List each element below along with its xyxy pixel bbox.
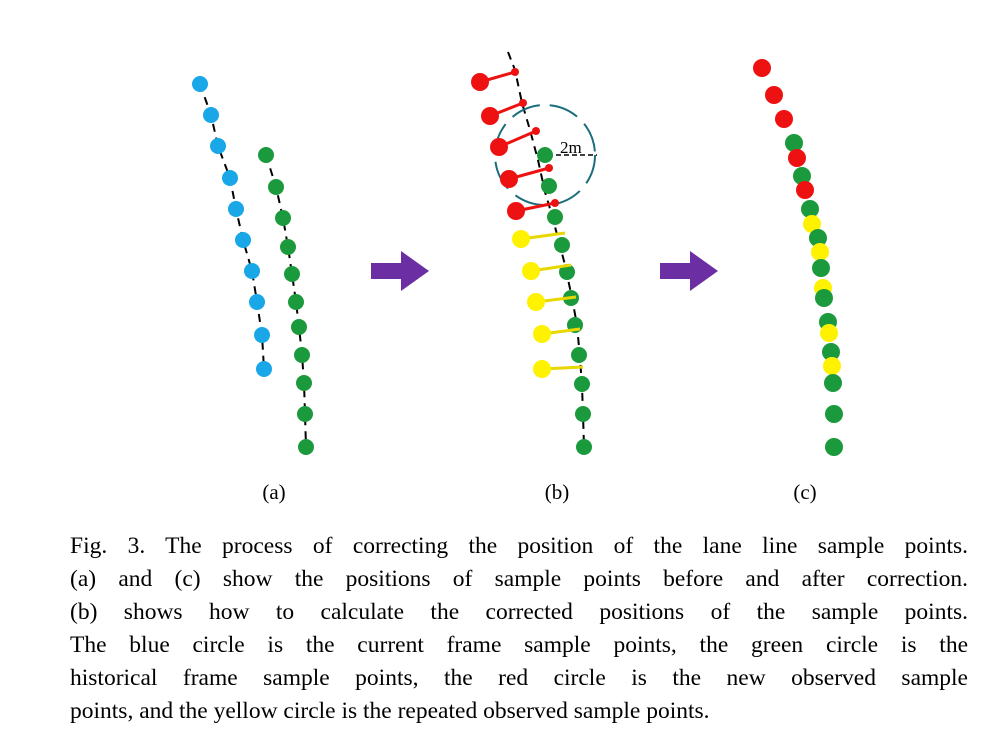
repeated-observed-point	[823, 357, 841, 375]
historical-sample-point	[291, 319, 307, 335]
caption-line: The blue circle is the current frame sam…	[70, 632, 968, 658]
new-observed-point	[500, 170, 518, 188]
caption-line: historical frame sample points, the red …	[70, 665, 968, 691]
repeated-observed-point	[533, 360, 551, 378]
historical-sample-point	[541, 178, 557, 194]
current-sample-point	[203, 107, 219, 123]
current-sample-point	[235, 232, 251, 248]
lane-reference-line	[507, 51, 585, 448]
historical-sample-point	[822, 343, 840, 361]
process-arrow	[660, 251, 718, 291]
current-sample-point	[210, 138, 226, 154]
panel-c-diagram	[753, 59, 843, 456]
repeated-observed-point	[803, 215, 821, 233]
repeated-observed-point	[512, 230, 530, 248]
historical-sample-point	[294, 347, 310, 363]
historical-sample-point	[288, 294, 304, 310]
caption-line: points, and the yellow circle is the rep…	[70, 698, 710, 724]
historical-sample-point	[574, 376, 590, 392]
new-observed-projection	[545, 164, 553, 172]
caption-line: Fig. 3. The process of correcting the po…	[70, 533, 968, 559]
caption-line: (b) shows how to calculate the corrected…	[70, 599, 968, 625]
new-observed-point	[507, 202, 525, 220]
historical-sample-point	[280, 239, 296, 255]
historical-sample-point	[537, 147, 553, 163]
current-sample-point	[256, 361, 272, 377]
historical-sample-point	[547, 209, 563, 225]
search-radius-circle	[494, 104, 596, 206]
figure-caption: Fig. 3. The process of correcting the po…	[70, 530, 968, 728]
historical-sample-point	[812, 259, 830, 277]
current-frame-line	[199, 83, 265, 370]
repeated-observed-point	[522, 262, 540, 280]
radius-label: 2m	[560, 138, 582, 157]
panel-b-diagram	[471, 51, 597, 455]
current-sample-point	[254, 327, 270, 343]
new-observed-point	[481, 107, 499, 125]
historical-sample-point	[296, 375, 312, 391]
historical-frame-line	[265, 154, 307, 448]
new-observed-projection	[551, 199, 559, 207]
process-arrow	[371, 251, 429, 291]
new-observed-point	[490, 138, 508, 156]
panel-label-b: (b)	[544, 480, 570, 504]
repeated-observed-point	[527, 293, 545, 311]
new-observed-projection	[511, 68, 519, 76]
current-sample-point	[249, 294, 265, 310]
historical-sample-point	[258, 147, 274, 163]
historical-sample-point	[576, 439, 592, 455]
historical-sample-point	[793, 167, 811, 185]
historical-sample-point	[275, 210, 291, 226]
new-observed-point	[775, 110, 793, 128]
panel-a-diagram	[192, 76, 314, 455]
new-observed-point	[753, 59, 771, 77]
historical-sample-point	[559, 264, 575, 280]
caption-line: (a) and (c) show the positions of sample…	[70, 566, 968, 592]
historical-sample-point	[297, 406, 313, 422]
historical-sample-point	[554, 237, 570, 253]
historical-sample-point	[284, 266, 300, 282]
current-sample-point	[228, 201, 244, 217]
current-sample-point	[244, 263, 260, 279]
new-observed-projection	[519, 99, 527, 107]
new-observed-projection	[532, 127, 540, 135]
repeated-observed-point	[811, 243, 829, 261]
new-observed-point	[765, 86, 783, 104]
historical-sample-point	[298, 439, 314, 455]
historical-sample-point	[809, 229, 827, 247]
panel-label-a: (a)	[262, 480, 286, 504]
repeated-observed-point	[533, 325, 551, 343]
arrows	[371, 251, 718, 291]
historical-sample-point	[268, 179, 284, 195]
historical-sample-point	[785, 134, 803, 152]
historical-sample-point	[571, 347, 587, 363]
current-sample-point	[192, 76, 208, 92]
figure-diagram: 2m	[192, 51, 843, 456]
new-observed-point	[471, 73, 489, 91]
new-observed-point	[788, 149, 806, 167]
new-observed-point	[796, 181, 814, 199]
historical-sample-point	[824, 374, 842, 392]
historical-sample-point	[825, 438, 843, 456]
historical-sample-point	[815, 289, 833, 307]
historical-sample-point	[801, 200, 819, 218]
historical-sample-point	[575, 406, 591, 422]
panel-label-c: (c)	[793, 480, 817, 504]
historical-sample-point	[825, 405, 843, 423]
repeated-observed-point	[820, 324, 838, 342]
current-sample-point	[222, 170, 238, 186]
